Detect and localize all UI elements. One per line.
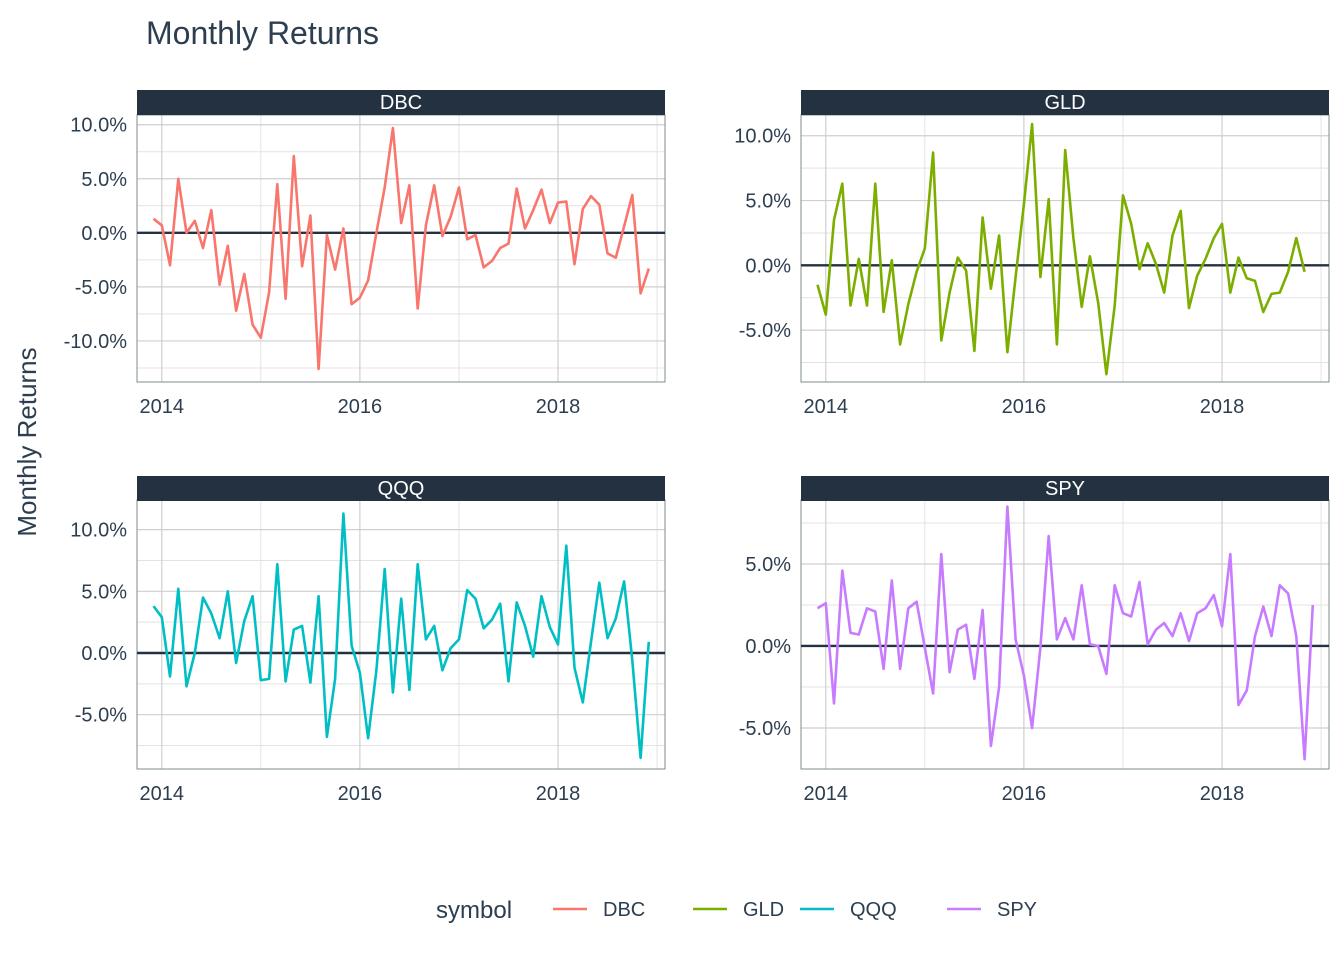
series-line-qqq <box>152 512 651 760</box>
x-tick-label: 2014 <box>804 783 849 805</box>
legend-item-qqq: QQQ <box>800 899 897 921</box>
panel-gld: 10.0% 5.0% 0.0% -5.0% 2014 2016 2018 GLD <box>734 90 1330 418</box>
y-tick-label: 10.0% <box>70 115 127 137</box>
series-line-spy <box>816 505 1315 761</box>
series-line-dbc <box>152 126 651 371</box>
y-tick-label: 5.0% <box>745 554 791 576</box>
facet-strip-label: GLD <box>1044 92 1085 114</box>
legend-item-spy: SPY <box>947 899 1037 921</box>
y-tick-label: -5.0% <box>739 320 791 342</box>
y-tick-label: 10.0% <box>70 520 127 542</box>
legend: symbol DBC GLD QQQ SPY <box>436 897 1037 924</box>
x-tick-label: 2014 <box>804 396 849 418</box>
facet-strip-label: QQQ <box>378 478 425 500</box>
x-tick-label: 2016 <box>1002 783 1047 805</box>
legend-label: QQQ <box>850 899 897 921</box>
legend-label: GLD <box>743 899 784 921</box>
legend-item-dbc: DBC <box>553 899 645 921</box>
panel-qqq: 10.0% 5.0% 0.0% -5.0% 2014 2016 2018 QQQ <box>70 476 666 805</box>
y-tick-label: 0.0% <box>81 643 127 665</box>
y-tick-label: 5.0% <box>745 191 791 213</box>
y-tick-label: 0.0% <box>745 255 791 277</box>
x-tick-label: 2018 <box>1200 396 1245 418</box>
x-tick-label: 2016 <box>338 396 383 418</box>
y-tick-label: 5.0% <box>81 581 127 603</box>
x-tick-label: 2018 <box>536 783 581 805</box>
panel-border <box>800 499 1330 770</box>
y-tick-label: 5.0% <box>81 169 127 191</box>
facet-strip-label: SPY <box>1045 478 1085 500</box>
facet-strip <box>137 90 665 115</box>
chart-title: Monthly Returns <box>146 15 379 51</box>
x-tick-label: 2018 <box>1200 783 1245 805</box>
facet-strip-label: DBC <box>380 92 422 114</box>
facet-strip <box>801 90 1329 115</box>
y-tick-label: 0.0% <box>81 223 127 245</box>
x-tick-label: 2016 <box>1002 396 1047 418</box>
x-tick-label: 2014 <box>140 783 185 805</box>
y-axis-label: Monthly Returns <box>12 347 42 536</box>
panel-border <box>136 499 666 770</box>
legend-title: symbol <box>436 897 512 924</box>
y-tick-label: -5.0% <box>739 718 791 740</box>
facet-panels: 10.0%5.0%0.0%-5.0%-10.0%2014 2016 2018DBC1… <box>64 90 1330 805</box>
x-tick-label: 2014 <box>140 396 185 418</box>
legend-label: SPY <box>997 899 1037 921</box>
y-tick-label: -5.0% <box>75 705 127 727</box>
y-tick-label: 0.0% <box>745 636 791 658</box>
series-line-gld <box>816 122 1306 376</box>
facet-strip <box>137 476 665 501</box>
facet-strip <box>801 476 1329 501</box>
panel-spy: 5.0% 0.0% -5.0% 2014 2016 2018 SPY <box>739 476 1330 805</box>
y-tick-label: -10.0% <box>64 331 128 353</box>
x-tick-label: 2016 <box>338 783 383 805</box>
y-tick-label: 10.0% <box>734 126 791 148</box>
y-tick-label: -5.0% <box>75 277 127 299</box>
legend-label: DBC <box>603 899 645 921</box>
panel-dbc: 10.0% 5.0% 0.0% -5.0% -10.0% 2014 2016 2018 DBC <box>64 90 666 418</box>
x-tick-label: 2018 <box>536 396 581 418</box>
legend-item-gld: GLD <box>693 899 784 921</box>
